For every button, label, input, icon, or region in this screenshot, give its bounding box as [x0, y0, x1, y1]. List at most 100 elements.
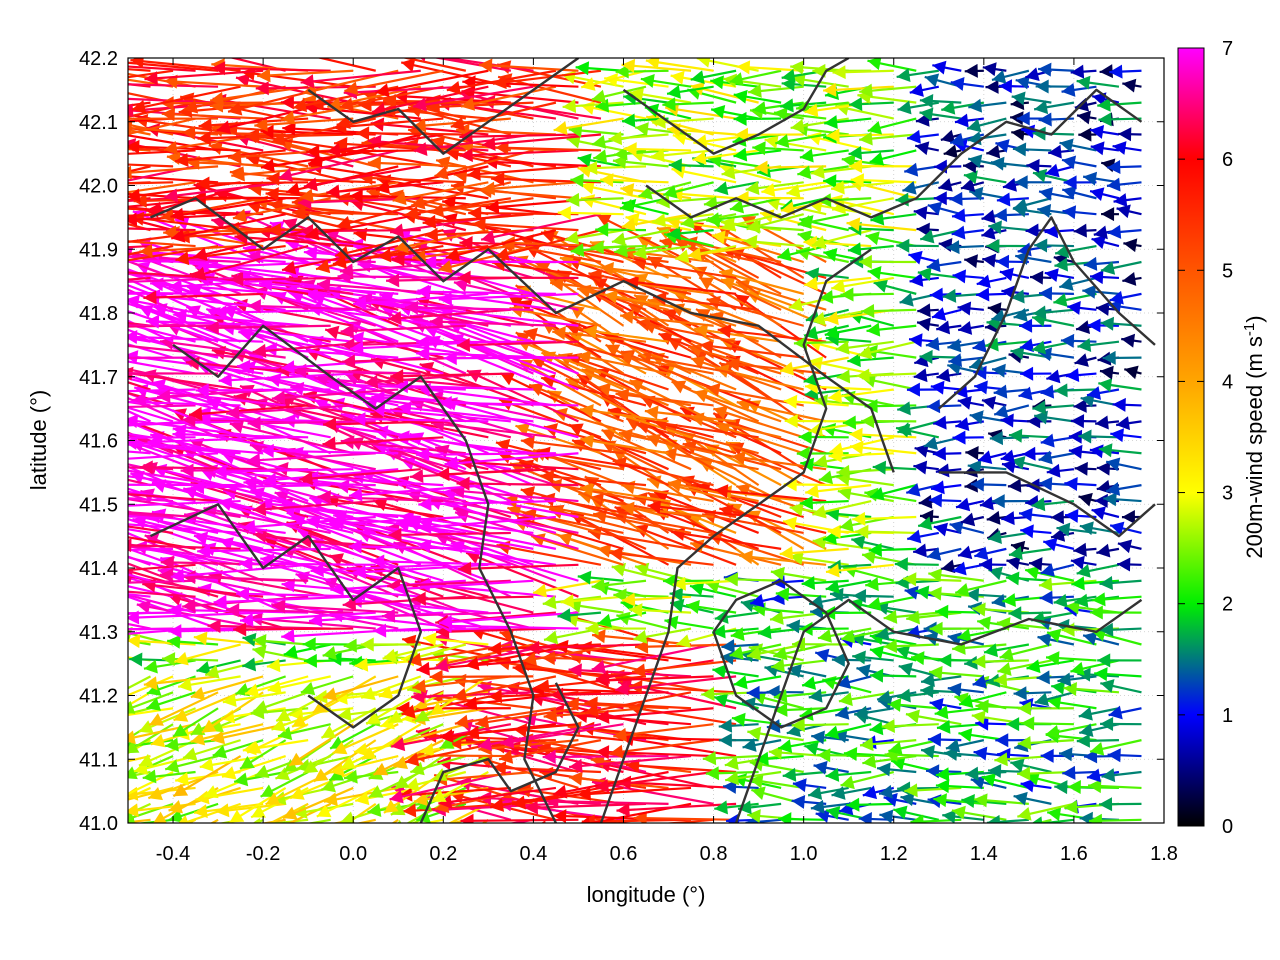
wind-vector-head — [386, 273, 400, 288]
wind-vector — [257, 69, 354, 78]
wind-vector-head — [265, 187, 279, 202]
wind-vector — [412, 85, 534, 108]
wind-vector-head — [252, 634, 267, 649]
wind-vector-head — [577, 350, 592, 365]
wind-vector-head — [161, 107, 176, 122]
wind-vector-head — [1099, 575, 1113, 590]
wind-vector — [128, 117, 196, 136]
wind-vector-head — [1025, 223, 1039, 238]
wind-vector — [540, 474, 647, 487]
wind-vector-head — [438, 259, 453, 274]
wind-vector-head — [19, 149, 33, 163]
wind-vector-head — [24, 529, 38, 543]
wind-vector-head — [887, 697, 902, 712]
wind-vector-head — [783, 394, 798, 409]
wind-vector — [239, 611, 376, 622]
wind-vector-head — [930, 380, 945, 395]
wind-vector-head — [413, 792, 428, 807]
wind-vector — [631, 659, 737, 673]
wind-vector-head — [13, 70, 27, 84]
wind-vector-head — [947, 338, 962, 353]
wind-vector-head — [825, 579, 840, 594]
wind-vector-head — [998, 824, 1012, 838]
wind-vector-head — [459, 236, 473, 251]
wind-vector-head — [591, 578, 606, 593]
wind-vector-head — [195, 790, 210, 805]
terrain-contours — [149, 58, 1156, 823]
wind-vector — [339, 85, 444, 109]
wind-vector — [595, 707, 714, 720]
wind-vector-head — [143, 290, 157, 305]
wind-vector-head — [252, 644, 267, 659]
wind-vector — [412, 675, 511, 689]
wind-vector-head — [941, 559, 956, 574]
wind-vector-head — [58, 344, 72, 358]
wind-vector-head — [1054, 257, 1069, 272]
wind-vector-head — [826, 806, 841, 820]
wind-vector-head — [16, 183, 29, 197]
wind-vector — [613, 513, 714, 535]
wind-vector-head — [1059, 277, 1074, 291]
wind-vector-head — [352, 565, 367, 579]
wind-vector-head — [663, 447, 678, 462]
wind-vector-head — [789, 551, 804, 566]
wind-vector — [667, 337, 760, 391]
wind-vector-head — [218, 373, 232, 388]
wind-vector-head — [0, 449, 12, 462]
wind-vector — [128, 335, 264, 343]
wind-vector-head — [737, 800, 752, 815]
wind-vector-head — [280, 825, 294, 839]
wind-vector-head — [721, 217, 737, 232]
wind-vector-head — [9, 529, 23, 543]
wind-vector-head — [182, 570, 196, 585]
wind-vector — [128, 611, 174, 615]
colorbar-tick-label: 2 — [1222, 594, 1233, 616]
wind-vector — [388, 531, 511, 537]
wind-vector-head — [1040, 433, 1055, 448]
wind-vector — [461, 90, 579, 104]
wind-vector-head — [21, 257, 36, 270]
wind-vector-head — [1005, 571, 1020, 586]
wind-vector-head — [337, 216, 352, 230]
wind-vector-head — [904, 162, 919, 177]
wind-vector-head — [14, 491, 29, 504]
wind-vector-head — [21, 598, 35, 612]
wind-vector-head — [388, 527, 402, 542]
wind-vector-head — [275, 767, 291, 781]
wind-vector-head — [640, 73, 655, 88]
wind-vector-head — [896, 68, 911, 82]
wind-vector-head — [964, 478, 978, 493]
wind-vector-head — [933, 191, 947, 206]
wind-vector-head — [824, 115, 838, 130]
wind-vector — [628, 705, 737, 726]
wind-vector — [128, 660, 129, 662]
wind-vector-head — [1110, 428, 1125, 443]
wind-vector-head — [1038, 62, 1052, 77]
wind-vector-head — [411, 195, 426, 210]
y-tick-label: 41.3 — [79, 622, 118, 644]
wind-vector-head — [936, 368, 951, 383]
wind-vector — [632, 260, 737, 280]
wind-vector-head — [247, 299, 261, 314]
wind-vector-head — [499, 749, 514, 764]
wind-vector-head — [541, 651, 556, 666]
wind-vector-head — [914, 443, 929, 458]
wind-vector-head — [621, 58, 636, 73]
wind-vector-head — [1090, 270, 1104, 285]
wind-vector-head — [303, 653, 317, 668]
wind-vector-head — [830, 587, 844, 602]
wind-vector-head — [926, 399, 941, 414]
wind-vector-head — [444, 456, 459, 471]
wind-vector-head — [596, 670, 611, 684]
wind-vector-head — [1101, 207, 1115, 222]
wind-vector-head — [897, 781, 911, 796]
wind-vector-head — [260, 784, 276, 797]
wind-vector-head — [608, 131, 623, 146]
wind-vector-head — [388, 311, 402, 326]
wind-vector-head — [326, 184, 340, 199]
wind-vector-head — [959, 694, 974, 708]
wind-vector-head — [485, 200, 500, 214]
wind-vector-head — [1097, 653, 1111, 668]
wind-vector-head — [232, 208, 248, 223]
wind-vector-head — [299, 188, 314, 203]
